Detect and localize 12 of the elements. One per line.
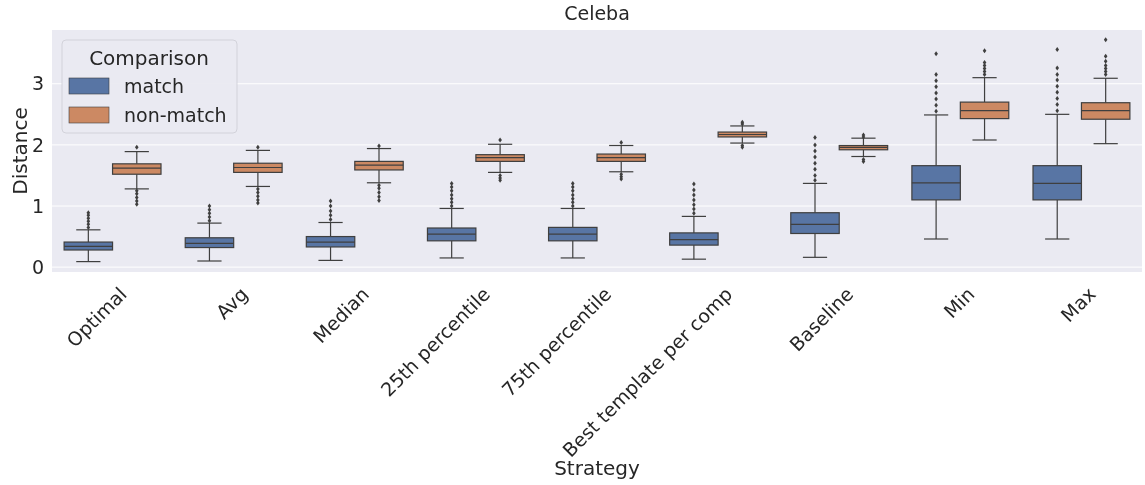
x-tick-label: Avg	[211, 282, 252, 324]
y-axis-title: Distance	[8, 107, 32, 195]
chart-title: Celeba	[564, 2, 630, 24]
x-axis-title: Strategy	[554, 456, 641, 480]
y-tick-label: 1	[31, 194, 44, 217]
x-tick-label: Min	[939, 282, 979, 323]
legend-label: match	[124, 74, 185, 97]
legend-label: non-match	[124, 103, 227, 126]
y-tick-label: 2	[31, 133, 44, 156]
y-tick-label: 3	[31, 72, 44, 95]
y-tick-label: 0	[31, 255, 44, 278]
legend-title: Comparison	[89, 46, 209, 70]
